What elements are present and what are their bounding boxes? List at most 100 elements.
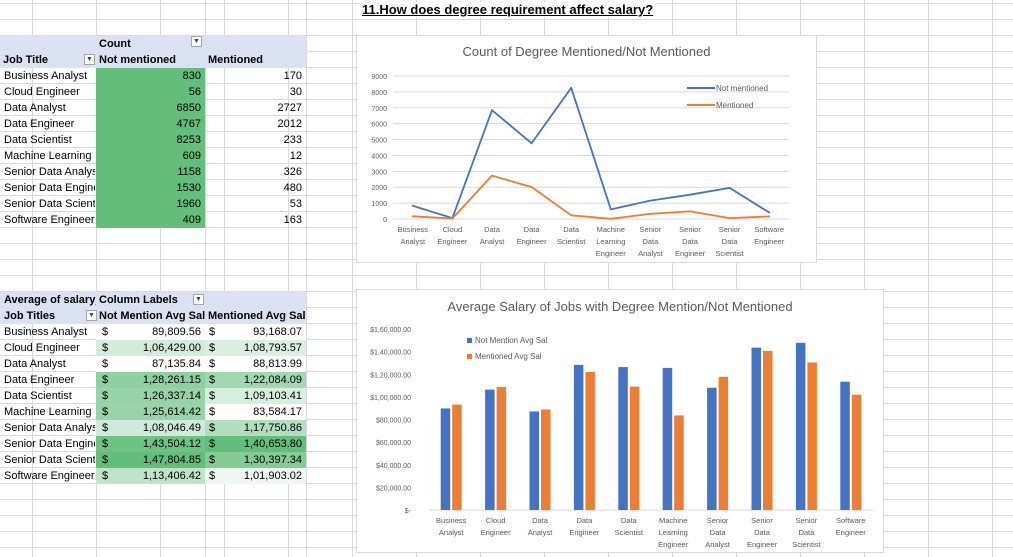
avg-salary-bar-chart[interactable]: Average Salary of Jobs with Degree Menti… <box>356 289 884 553</box>
pivot-value-header[interactable]: Count <box>99 36 199 52</box>
value-mentioned: 93,168.07 <box>253 326 302 338</box>
row-label[interactable]: Senior Data Analyst <box>4 422 95 434</box>
value-mentioned[interactable]: 53 <box>289 198 302 210</box>
row-label[interactable]: Software Engineer <box>4 470 95 482</box>
row-label[interactable]: Data Engineer <box>4 118 75 130</box>
value-not-mention-cell[interactable]: $1,43,504.12 <box>96 436 205 452</box>
value-mentioned-cell[interactable]: $1,40,653.80 <box>205 436 306 452</box>
x-tick-label: Analyst <box>400 237 426 246</box>
row-filter-button[interactable]: ▼ <box>84 54 95 65</box>
column-filter-button[interactable]: ▼ <box>193 294 204 305</box>
value-not-mentioned[interactable]: 830 <box>182 70 201 82</box>
value-not-mention-cell[interactable]: $1,08,046.49 <box>96 420 205 436</box>
row-label[interactable]: Senior Data Scientist <box>4 454 95 466</box>
legend-swatch <box>467 354 472 359</box>
x-tick-label: Data <box>563 225 580 234</box>
value-not-mention-cell[interactable]: $1,25,614.42 <box>96 404 205 420</box>
value-mentioned-cell[interactable]: $1,08,793.57 <box>205 340 306 356</box>
value-mentioned[interactable]: 326 <box>283 166 302 178</box>
bar-mentioned <box>674 415 684 510</box>
x-tick-label: Scientist <box>557 237 586 246</box>
value-mentioned[interactable]: 2012 <box>277 118 302 130</box>
row-label[interactable]: Cloud Engineer <box>4 342 80 354</box>
column-labels-header[interactable]: Column Labels <box>99 292 189 308</box>
value-mentioned[interactable]: 233 <box>283 134 302 146</box>
x-tick-label: Learning <box>659 528 688 537</box>
value-not-mention-cell[interactable]: $1,26,337.14 <box>96 388 205 404</box>
value-not-mentioned[interactable]: 1158 <box>177 166 201 178</box>
value-not-mention-cell[interactable]: $1,13,406.42 <box>96 468 205 484</box>
row-label[interactable]: Senior Data Scientist <box>4 198 95 210</box>
value-mentioned: 1,30,397.34 <box>243 454 302 466</box>
value-not-mentioned[interactable]: 1960 <box>176 198 201 210</box>
value-not-mention-cell[interactable]: $87,135.84 <box>96 356 205 372</box>
row-label[interactable]: Senior Data Engineer <box>4 182 95 194</box>
value-mentioned-cell[interactable]: $1,17,750.86 <box>205 420 306 436</box>
value-mentioned-cell[interactable]: $1,22,084.09 <box>205 372 306 388</box>
salary-pivot-table[interactable]: Average of salary_ Column Labels Job Title… <box>0 292 306 484</box>
value-not-mention-cell[interactable]: $89,809.56 <box>96 324 205 340</box>
row-label[interactable]: Machine Learning Engineer <box>4 406 95 418</box>
value-not-mention-cell[interactable]: $1,28,261.15 <box>96 372 205 388</box>
row-labels-header[interactable]: Job Titles <box>4 308 94 324</box>
col-header-not-mentioned[interactable]: Not mentioned <box>99 52 203 68</box>
value-not-mentioned[interactable]: 8253 <box>176 134 201 146</box>
value-not-mentioned[interactable]: 609 <box>182 150 201 162</box>
value-mentioned-cell[interactable]: $1,09,103.41 <box>205 388 306 404</box>
currency-symbol: $ <box>102 358 109 370</box>
value-mentioned-cell[interactable]: $93,168.07 <box>205 324 306 340</box>
row-filter-button[interactable]: ▼ <box>86 310 97 321</box>
value-not-mentioned[interactable]: 6850 <box>176 102 201 114</box>
x-tick-label: Data <box>642 237 659 246</box>
value-not-mentioned[interactable]: 1530 <box>176 182 201 194</box>
series-line-1 <box>412 174 770 220</box>
row-label[interactable]: Data Scientist <box>4 390 72 402</box>
value-mentioned[interactable]: 12 <box>289 150 302 162</box>
x-tick-label: Engineer <box>517 237 548 246</box>
column-filter-button[interactable]: ▼ <box>191 36 202 47</box>
value-mentioned-cell[interactable]: $88,813.99 <box>205 356 306 372</box>
row-label[interactable]: Business Analyst <box>4 326 88 338</box>
row-label[interactable]: Data Analyst <box>4 102 66 114</box>
bar-mentioned <box>496 386 507 510</box>
row-label[interactable]: Data Engineer <box>4 374 75 386</box>
col-header-mentioned[interactable]: Mentioned <box>208 52 304 68</box>
row-label[interactable]: Cloud Engineer <box>4 86 80 98</box>
x-tick-label: Software <box>754 225 784 234</box>
row-label[interactable]: Software Engineer <box>4 214 95 226</box>
col-header-not-mention[interactable]: Not Mention Avg Sal <box>99 308 205 324</box>
row-label[interactable]: Data Scientist <box>4 134 72 146</box>
value-mentioned-cell[interactable]: $83,584.17 <box>205 404 306 420</box>
value-mentioned[interactable]: 480 <box>283 182 302 194</box>
value-not-mentioned[interactable]: 4767 <box>176 118 201 130</box>
x-tick-label: Engineer <box>658 540 689 549</box>
row-labels-header[interactable]: Job Title <box>3 52 93 68</box>
row-label[interactable]: Senior Data Engineer <box>4 438 95 450</box>
row-label[interactable]: Business Analyst <box>4 70 88 82</box>
value-mentioned-cell[interactable]: $1,01,903.02 <box>205 468 306 484</box>
data-point <box>728 186 731 189</box>
value-not-mention: 89,809.56 <box>152 326 201 338</box>
data-point <box>609 217 612 220</box>
degree-count-line-chart[interactable]: Count of Degree Mentioned/Not Mentioned … <box>356 35 817 263</box>
col-header-mentioned[interactable]: Mentioned Avg Sal <box>208 308 306 324</box>
row-label[interactable]: Machine Learning Engineer <box>4 150 95 162</box>
value-not-mention-cell[interactable]: $1,47,804.85 <box>96 452 205 468</box>
currency-symbol: $ <box>209 438 216 450</box>
value-mentioned-cell[interactable]: $1,30,397.34 <box>205 452 306 468</box>
x-tick-label: Engineer <box>754 237 785 246</box>
row-label[interactable]: Senior Data Analyst <box>4 166 95 178</box>
count-pivot-table[interactable]: Count Job Title Not mentioned Mentioned ▼ ▼ Bu… <box>0 36 306 228</box>
value-mentioned[interactable]: 170 <box>283 70 302 82</box>
value-mentioned[interactable]: 163 <box>283 214 302 226</box>
value-not-mentioned[interactable]: 56 <box>188 86 201 98</box>
value-not-mentioned[interactable]: 409 <box>182 214 201 226</box>
pivot-value-header[interactable]: Average of salary_ <box>4 292 96 308</box>
value-mentioned[interactable]: 2727 <box>277 102 302 114</box>
row-label[interactable]: Data Analyst <box>4 358 66 370</box>
bar-not-mention <box>840 381 850 510</box>
value-not-mention-cell[interactable]: $1,06,429.00 <box>96 340 205 356</box>
value-mentioned[interactable]: 30 <box>289 86 302 98</box>
x-tick-label: Data <box>532 516 549 525</box>
x-tick-label: Senior <box>679 225 701 234</box>
